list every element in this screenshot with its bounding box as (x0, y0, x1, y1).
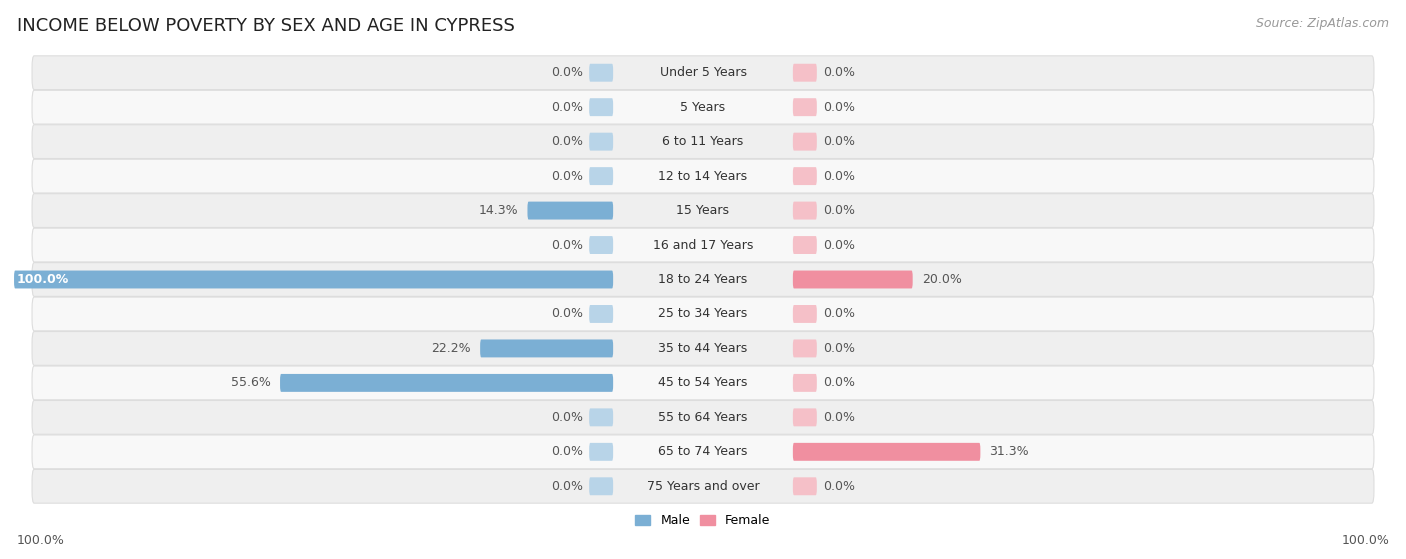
Text: 16 and 17 Years: 16 and 17 Years (652, 239, 754, 252)
Text: 31.3%: 31.3% (990, 446, 1029, 458)
FancyBboxPatch shape (479, 339, 613, 357)
FancyBboxPatch shape (589, 98, 613, 116)
Text: 0.0%: 0.0% (823, 239, 855, 252)
FancyBboxPatch shape (32, 400, 1374, 434)
FancyBboxPatch shape (793, 339, 817, 357)
FancyBboxPatch shape (793, 443, 980, 461)
Text: 6 to 11 Years: 6 to 11 Years (662, 135, 744, 148)
Text: 75 Years and over: 75 Years and over (647, 480, 759, 493)
Text: 0.0%: 0.0% (823, 101, 855, 113)
FancyBboxPatch shape (32, 91, 1374, 124)
Text: 0.0%: 0.0% (551, 307, 583, 320)
FancyBboxPatch shape (527, 202, 613, 220)
Text: 0.0%: 0.0% (551, 239, 583, 252)
FancyBboxPatch shape (32, 263, 1374, 296)
Text: 65 to 74 Years: 65 to 74 Years (658, 446, 748, 458)
Text: Source: ZipAtlas.com: Source: ZipAtlas.com (1256, 17, 1389, 30)
Text: 35 to 44 Years: 35 to 44 Years (658, 342, 748, 355)
Text: 25 to 34 Years: 25 to 34 Years (658, 307, 748, 320)
FancyBboxPatch shape (280, 374, 613, 392)
FancyBboxPatch shape (32, 159, 1374, 193)
Text: 100.0%: 100.0% (17, 273, 69, 286)
FancyBboxPatch shape (589, 305, 613, 323)
Legend: Male, Female: Male, Female (630, 509, 776, 532)
FancyBboxPatch shape (32, 435, 1374, 468)
FancyBboxPatch shape (32, 331, 1374, 366)
Text: 0.0%: 0.0% (823, 480, 855, 493)
Text: 55.6%: 55.6% (231, 376, 271, 390)
FancyBboxPatch shape (32, 125, 1374, 159)
Text: 55 to 64 Years: 55 to 64 Years (658, 411, 748, 424)
FancyBboxPatch shape (793, 374, 817, 392)
FancyBboxPatch shape (793, 202, 817, 220)
Text: 0.0%: 0.0% (823, 169, 855, 183)
FancyBboxPatch shape (32, 297, 1374, 331)
Text: 0.0%: 0.0% (823, 342, 855, 355)
Text: 0.0%: 0.0% (551, 480, 583, 493)
FancyBboxPatch shape (589, 167, 613, 185)
FancyBboxPatch shape (793, 477, 817, 495)
FancyBboxPatch shape (793, 132, 817, 150)
FancyBboxPatch shape (793, 98, 817, 116)
FancyBboxPatch shape (793, 271, 912, 288)
FancyBboxPatch shape (32, 470, 1374, 503)
Text: 0.0%: 0.0% (551, 169, 583, 183)
Text: 18 to 24 Years: 18 to 24 Years (658, 273, 748, 286)
FancyBboxPatch shape (589, 64, 613, 82)
Text: 100.0%: 100.0% (1341, 534, 1389, 547)
Text: 15 Years: 15 Years (676, 204, 730, 217)
Text: 22.2%: 22.2% (432, 342, 471, 355)
FancyBboxPatch shape (14, 271, 613, 288)
FancyBboxPatch shape (793, 64, 817, 82)
Text: 0.0%: 0.0% (823, 307, 855, 320)
Text: 0.0%: 0.0% (551, 101, 583, 113)
FancyBboxPatch shape (793, 167, 817, 185)
FancyBboxPatch shape (32, 228, 1374, 262)
Text: 0.0%: 0.0% (823, 376, 855, 390)
FancyBboxPatch shape (589, 477, 613, 495)
FancyBboxPatch shape (793, 409, 817, 427)
Text: 5 Years: 5 Years (681, 101, 725, 113)
FancyBboxPatch shape (589, 132, 613, 150)
Text: 0.0%: 0.0% (823, 66, 855, 79)
Text: 0.0%: 0.0% (823, 135, 855, 148)
FancyBboxPatch shape (793, 236, 817, 254)
Text: 45 to 54 Years: 45 to 54 Years (658, 376, 748, 390)
Text: 20.0%: 20.0% (922, 273, 962, 286)
Text: 12 to 14 Years: 12 to 14 Years (658, 169, 748, 183)
Text: 0.0%: 0.0% (551, 66, 583, 79)
FancyBboxPatch shape (793, 305, 817, 323)
Text: INCOME BELOW POVERTY BY SEX AND AGE IN CYPRESS: INCOME BELOW POVERTY BY SEX AND AGE IN C… (17, 17, 515, 35)
FancyBboxPatch shape (32, 366, 1374, 400)
Text: 0.0%: 0.0% (823, 204, 855, 217)
FancyBboxPatch shape (32, 56, 1374, 89)
Text: 0.0%: 0.0% (823, 411, 855, 424)
FancyBboxPatch shape (589, 409, 613, 427)
Text: 100.0%: 100.0% (17, 534, 65, 547)
FancyBboxPatch shape (589, 443, 613, 461)
Text: 0.0%: 0.0% (551, 446, 583, 458)
FancyBboxPatch shape (589, 236, 613, 254)
Text: 0.0%: 0.0% (551, 411, 583, 424)
Text: 0.0%: 0.0% (551, 135, 583, 148)
Text: 14.3%: 14.3% (479, 204, 519, 217)
FancyBboxPatch shape (32, 193, 1374, 228)
Text: Under 5 Years: Under 5 Years (659, 66, 747, 79)
